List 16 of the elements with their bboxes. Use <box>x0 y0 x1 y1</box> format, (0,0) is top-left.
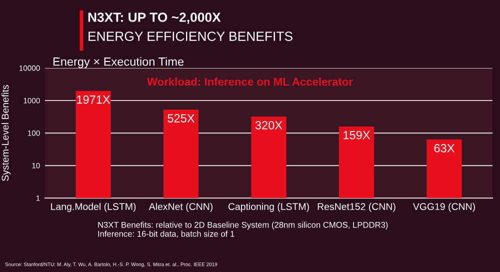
chart-title: N3XT: UP TO ~2,000X <box>88 12 221 24</box>
text: N3XT Benefits: relative to 2D Baseline System (28nm silicon CMOS, LPDDR3) Inference: 16-bit data, batch size of 1 <box>98 222 388 238</box>
x-tick-label: AlexNet (CNN) <box>148 202 213 212</box>
data-label: 159X <box>344 130 370 140</box>
x-tick-label: Lang.Model (LSTM) <box>51 202 136 212</box>
data-label: 525X <box>168 114 195 122</box>
annotation: Energy × Execution Time <box>53 57 184 68</box>
data-label: 320X <box>255 121 282 130</box>
x-tick-label: ResNet152 (CNN) <box>318 202 396 212</box>
y-axis-title: System-Level Benefits <box>2 84 11 181</box>
x-tick-label: VGG19 (CNN) <box>412 202 475 212</box>
data-label: 1971X <box>77 95 110 104</box>
data-label: 63X <box>434 144 454 152</box>
x-tick-label: Captioning (LSTM) <box>228 202 309 212</box>
annotation: Workload: Inference on ML Accelerator <box>147 78 353 86</box>
chart-subtitle: ENERGY EFFICIENCY BENEFITS <box>88 32 292 41</box>
